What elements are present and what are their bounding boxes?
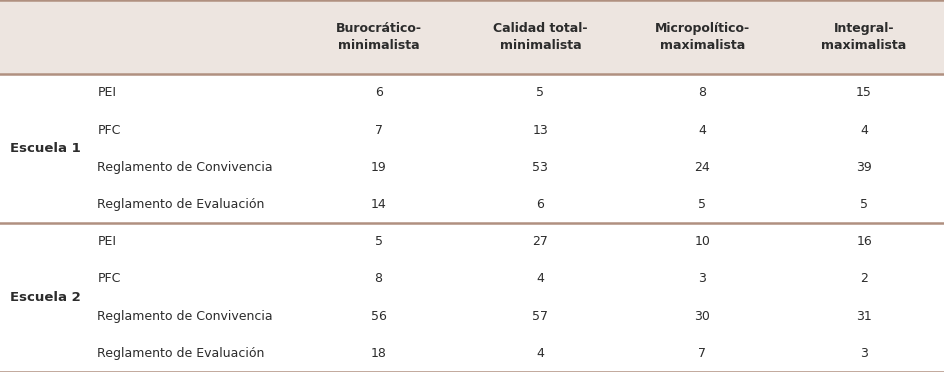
Text: 10: 10	[694, 235, 710, 248]
Text: Reglamento de Evaluación: Reglamento de Evaluación	[97, 347, 264, 360]
Text: 6: 6	[536, 198, 544, 211]
Text: 14: 14	[370, 198, 386, 211]
Text: 8: 8	[698, 87, 705, 99]
Text: Burocrático-
minimalista: Burocrático- minimalista	[335, 22, 421, 52]
Text: Reglamento de Convivencia: Reglamento de Convivencia	[97, 161, 273, 174]
Text: 57: 57	[531, 310, 548, 323]
Text: 16: 16	[855, 235, 871, 248]
Text: 6: 6	[374, 87, 382, 99]
Bar	[0, 0, 944, 74]
Text: Micropolítico-
maximalista: Micropolítico- maximalista	[654, 22, 749, 52]
Text: 4: 4	[536, 347, 544, 360]
Text: 5: 5	[536, 87, 544, 99]
Text: Escuela 2: Escuela 2	[9, 291, 80, 304]
Text: Escuela 1: Escuela 1	[9, 142, 80, 155]
Text: 24: 24	[694, 161, 709, 174]
Text: 5: 5	[859, 198, 868, 211]
Text: 31: 31	[855, 310, 871, 323]
Text: 2: 2	[859, 273, 868, 285]
Text: PEI: PEI	[97, 235, 116, 248]
Text: 3: 3	[859, 347, 868, 360]
Text: 18: 18	[370, 347, 386, 360]
Text: PFC: PFC	[97, 273, 121, 285]
Text: 5: 5	[374, 235, 382, 248]
Text: Reglamento de Evaluación: Reglamento de Evaluación	[97, 198, 264, 211]
Text: Calidad total-
minimalista: Calidad total- minimalista	[493, 22, 587, 52]
Text: 39: 39	[855, 161, 871, 174]
Text: 15: 15	[855, 87, 871, 99]
Text: 53: 53	[531, 161, 548, 174]
Text: 8: 8	[374, 273, 382, 285]
Text: 27: 27	[531, 235, 548, 248]
Text: PEI: PEI	[97, 87, 116, 99]
Text: Reglamento de Convivencia: Reglamento de Convivencia	[97, 310, 273, 323]
Text: Integral-
maximalista: Integral- maximalista	[820, 22, 905, 52]
Text: 4: 4	[698, 124, 705, 137]
Text: 13: 13	[532, 124, 548, 137]
Text: PFC: PFC	[97, 124, 121, 137]
Text: 7: 7	[698, 347, 705, 360]
Text: 3: 3	[698, 273, 705, 285]
Text: 4: 4	[859, 124, 868, 137]
Text: 30: 30	[694, 310, 710, 323]
Text: 56: 56	[370, 310, 386, 323]
Text: 5: 5	[698, 198, 705, 211]
Text: 4: 4	[536, 273, 544, 285]
Text: 19: 19	[370, 161, 386, 174]
Text: 7: 7	[374, 124, 382, 137]
